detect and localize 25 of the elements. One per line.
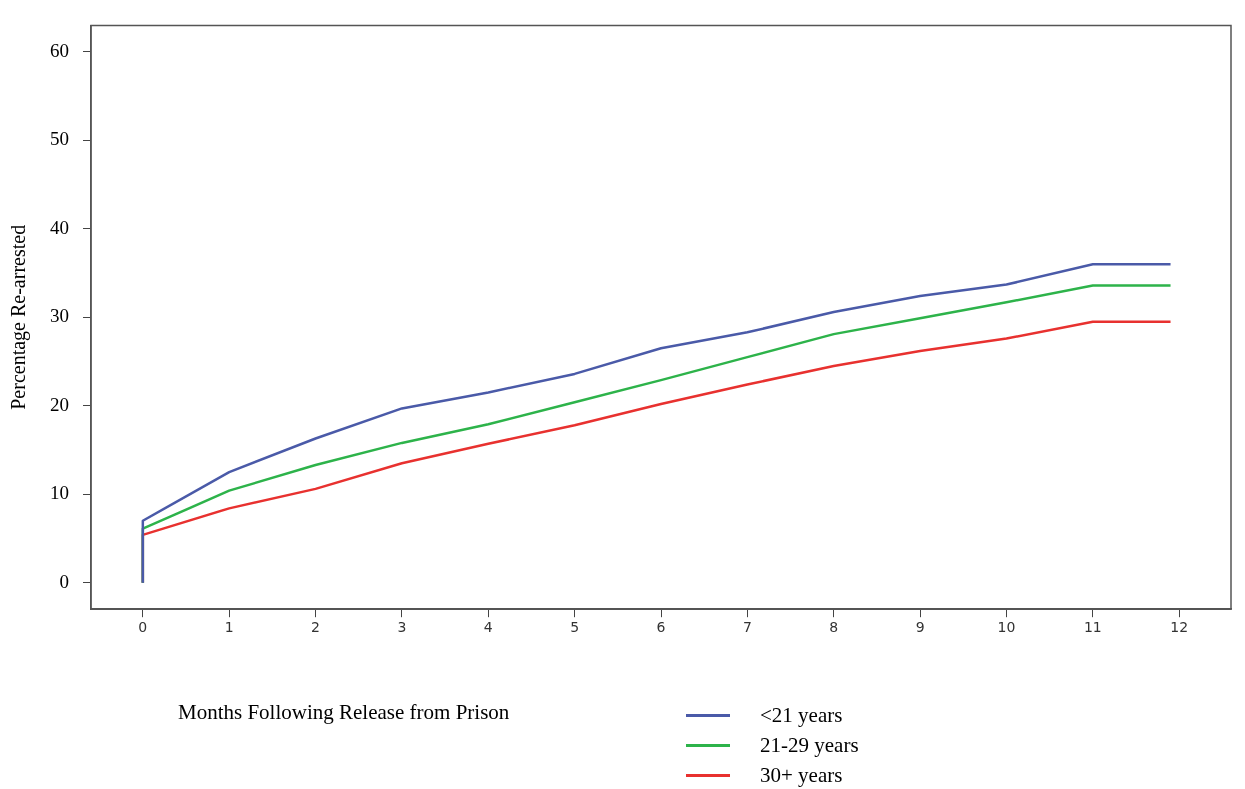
legend-label: <21 years [760,702,843,729]
y-tick-label: 0 [59,570,69,592]
y-tick-label: 20 [50,393,69,415]
legend-label: 30+ years [760,762,843,789]
legend-label: 21-29 years [760,732,859,759]
x-tick-label: 0 [138,619,148,636]
x-tick-label: 10 [997,619,1016,636]
x-tick-label: 8 [829,619,839,636]
y-tick-label: 40 [50,216,69,238]
y-tick-label: 10 [50,482,69,504]
x-tick-label: 3 [397,619,407,636]
y-tick-label: 50 [50,128,69,150]
x-tick-label: 11 [1083,619,1102,636]
x-tick-label: 9 [915,619,925,636]
x-tick-label: 12 [1170,619,1189,636]
x-tick-label: 6 [656,619,666,636]
x-tick-label: 7 [742,619,752,636]
y-tick-label: 30 [50,305,69,327]
x-tick-label: 4 [483,619,493,636]
x-tick-label: 2 [311,619,321,636]
y-axis-title: Percentage Re-arrested [7,224,31,410]
x-axis-title: Months Following Release from Prison [178,700,510,725]
x-tick-label: 1 [224,619,234,636]
x-tick-label: 5 [570,619,580,636]
y-tick-label: 60 [50,39,69,61]
